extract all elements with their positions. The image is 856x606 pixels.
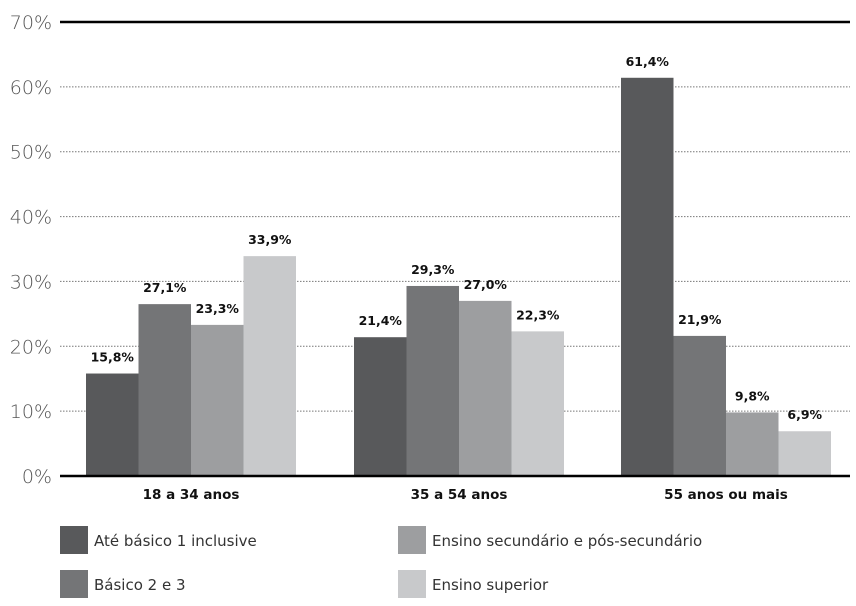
legend-swatch bbox=[398, 526, 426, 554]
bar bbox=[191, 324, 244, 476]
data-label: 15,8% bbox=[91, 350, 135, 365]
x-category-label: 55 anos ou mais bbox=[664, 487, 788, 503]
y-tick-label: 20% bbox=[10, 336, 52, 358]
bar bbox=[406, 285, 459, 476]
data-label: 27,1% bbox=[143, 280, 187, 295]
y-tick-label: 60% bbox=[10, 77, 52, 99]
legend-label: Até básico 1 inclusive bbox=[94, 532, 257, 550]
y-tick-label: 10% bbox=[10, 401, 52, 423]
y-tick-label: 0% bbox=[22, 466, 52, 488]
bar bbox=[243, 256, 296, 476]
x-category-label: 35 a 54 anos bbox=[411, 487, 508, 503]
bar bbox=[621, 77, 674, 476]
bar bbox=[673, 335, 726, 476]
data-label: 29,3% bbox=[411, 262, 455, 277]
bar bbox=[138, 304, 191, 476]
data-label: 61,4% bbox=[626, 54, 670, 69]
bar bbox=[354, 337, 407, 476]
bar bbox=[511, 331, 564, 476]
bar bbox=[459, 300, 512, 476]
legend-label: Ensino secundário e pós-secundário bbox=[432, 532, 702, 550]
data-label: 9,8% bbox=[735, 388, 770, 403]
data-label: 21,9% bbox=[678, 312, 722, 327]
data-label: 21,4% bbox=[359, 313, 403, 328]
y-tick-label: 40% bbox=[10, 207, 52, 229]
bar bbox=[778, 431, 831, 476]
data-label: 22,3% bbox=[516, 307, 560, 322]
legend-swatch bbox=[60, 526, 88, 554]
legend-label: Ensino superior bbox=[432, 576, 549, 594]
y-tick-label: 50% bbox=[10, 142, 52, 164]
data-label: 33,9% bbox=[248, 232, 292, 247]
data-label: 27,0% bbox=[464, 277, 508, 292]
y-tick-label: 70% bbox=[10, 12, 52, 34]
data-label: 23,3% bbox=[196, 301, 240, 316]
data-label: 6,9% bbox=[787, 407, 822, 422]
bar bbox=[726, 412, 779, 476]
y-tick-label: 30% bbox=[10, 271, 52, 293]
legend-swatch bbox=[60, 570, 88, 598]
bar bbox=[86, 373, 139, 476]
legend-swatch bbox=[398, 570, 426, 598]
legend-label: Básico 2 e 3 bbox=[94, 576, 186, 594]
x-category-label: 18 a 34 anos bbox=[143, 487, 240, 503]
